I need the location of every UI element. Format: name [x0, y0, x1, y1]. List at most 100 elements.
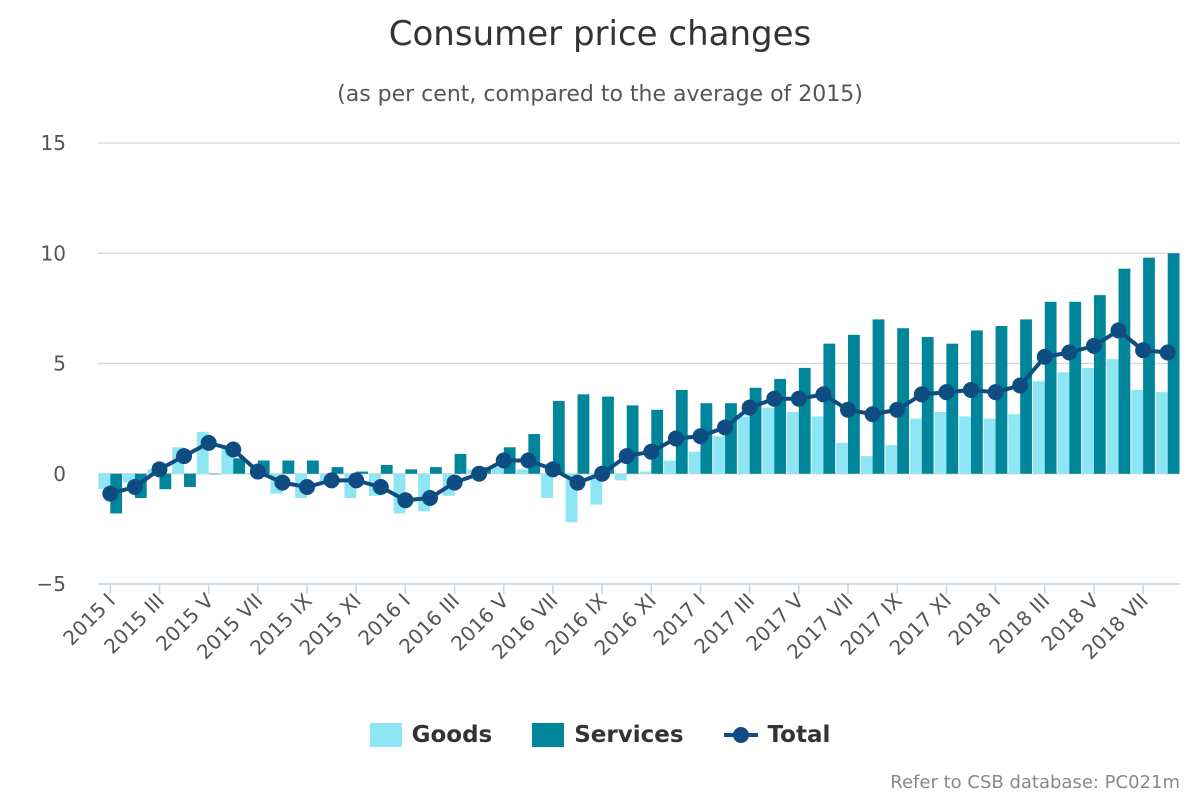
- services-bar[interactable]: [307, 460, 319, 474]
- services-bar[interactable]: [946, 343, 959, 474]
- goods-bar[interactable]: [836, 442, 849, 474]
- services-bar[interactable]: [1093, 295, 1106, 474]
- services-bar[interactable]: [725, 403, 737, 474]
- goods-bar[interactable]: [934, 412, 947, 474]
- total-point[interactable]: [594, 465, 611, 482]
- legend-item-total[interactable]: Total: [723, 722, 830, 748]
- total-point[interactable]: [249, 463, 266, 480]
- total-point[interactable]: [225, 441, 242, 458]
- services-bar[interactable]: [995, 326, 1008, 474]
- services-bar[interactable]: [159, 473, 172, 490]
- total-point[interactable]: [987, 384, 1004, 401]
- goods-bar[interactable]: [909, 418, 922, 474]
- goods-bar[interactable]: [1131, 389, 1144, 474]
- goods-bar[interactable]: [787, 412, 799, 474]
- services-bar[interactable]: [774, 378, 787, 474]
- total-point[interactable]: [692, 428, 709, 445]
- services-bar[interactable]: [1020, 319, 1032, 474]
- total-point[interactable]: [766, 390, 783, 407]
- total-point[interactable]: [102, 485, 119, 502]
- services-bar[interactable]: [405, 469, 418, 474]
- services-bar[interactable]: [675, 389, 688, 474]
- total-point[interactable]: [1036, 348, 1053, 365]
- services-bar[interactable]: [380, 464, 393, 474]
- total-point[interactable]: [544, 461, 561, 478]
- total-point[interactable]: [840, 401, 857, 418]
- legend-item-services[interactable]: Services: [532, 722, 684, 748]
- total-point[interactable]: [323, 472, 340, 489]
- total-point[interactable]: [643, 443, 660, 460]
- goods-bar[interactable]: [196, 431, 209, 474]
- goods-bar[interactable]: [221, 447, 234, 474]
- services-bar[interactable]: [1118, 268, 1131, 474]
- total-point[interactable]: [889, 401, 906, 418]
- goods-bar[interactable]: [639, 471, 652, 474]
- total-point[interactable]: [1135, 342, 1152, 359]
- total-point[interactable]: [471, 465, 488, 482]
- services-bar[interactable]: [184, 473, 196, 487]
- total-point[interactable]: [1159, 344, 1176, 361]
- goods-bar[interactable]: [664, 460, 676, 474]
- total-point[interactable]: [372, 478, 389, 495]
- services-bar[interactable]: [577, 394, 590, 474]
- total-point[interactable]: [1061, 344, 1078, 361]
- total-point[interactable]: [913, 386, 930, 403]
- total-point[interactable]: [815, 386, 832, 403]
- goods-bar[interactable]: [885, 445, 898, 474]
- services-bar[interactable]: [331, 467, 344, 474]
- goods-bar[interactable]: [98, 473, 111, 490]
- goods-bar[interactable]: [123, 473, 135, 483]
- total-point[interactable]: [446, 474, 463, 491]
- services-bar[interactable]: [1069, 301, 1082, 474]
- services-bar[interactable]: [749, 387, 762, 474]
- total-point[interactable]: [421, 490, 438, 507]
- total-point[interactable]: [274, 474, 291, 491]
- total-point[interactable]: [569, 474, 586, 491]
- total-point[interactable]: [1012, 377, 1029, 394]
- services-bar[interactable]: [823, 343, 836, 474]
- legend-item-goods[interactable]: Goods: [369, 722, 492, 748]
- services-bar[interactable]: [921, 337, 934, 474]
- goods-bar[interactable]: [516, 469, 529, 474]
- total-point[interactable]: [495, 452, 512, 469]
- services-bar[interactable]: [282, 460, 295, 474]
- services-bar[interactable]: [552, 400, 565, 474]
- total-point[interactable]: [520, 452, 537, 469]
- total-point[interactable]: [348, 472, 365, 489]
- goods-bar[interactable]: [344, 473, 357, 499]
- total-point[interactable]: [790, 390, 807, 407]
- services-bar[interactable]: [429, 467, 442, 474]
- goods-bar[interactable]: [1106, 359, 1119, 474]
- services-bar[interactable]: [602, 396, 614, 474]
- goods-bar[interactable]: [1155, 392, 1168, 474]
- services-bar[interactable]: [848, 334, 860, 474]
- total-point[interactable]: [962, 381, 979, 398]
- total-point[interactable]: [618, 448, 635, 465]
- services-bar[interactable]: [1167, 253, 1180, 474]
- goods-bar[interactable]: [713, 436, 726, 474]
- total-point[interactable]: [741, 399, 758, 416]
- services-bar[interactable]: [356, 471, 369, 474]
- total-point[interactable]: [151, 461, 168, 478]
- services-bar[interactable]: [528, 434, 541, 474]
- services-bar[interactable]: [208, 473, 221, 475]
- goods-bar[interactable]: [1057, 372, 1070, 474]
- services-bar[interactable]: [798, 367, 811, 474]
- total-point[interactable]: [864, 406, 881, 423]
- total-point[interactable]: [299, 478, 316, 495]
- goods-bar[interactable]: [541, 473, 553, 499]
- total-point[interactable]: [200, 434, 217, 451]
- services-bar[interactable]: [970, 330, 983, 474]
- total-point[interactable]: [1110, 322, 1127, 339]
- services-bar[interactable]: [651, 409, 664, 474]
- goods-bar[interactable]: [590, 473, 603, 505]
- total-point[interactable]: [397, 492, 414, 509]
- services-bar[interactable]: [1143, 257, 1155, 474]
- goods-bar[interactable]: [860, 456, 873, 474]
- total-point[interactable]: [176, 448, 193, 465]
- services-bar[interactable]: [454, 453, 467, 474]
- services-bar[interactable]: [233, 458, 246, 474]
- total-point[interactable]: [938, 384, 955, 401]
- goods-bar[interactable]: [491, 467, 504, 474]
- goods-bar[interactable]: [614, 473, 627, 481]
